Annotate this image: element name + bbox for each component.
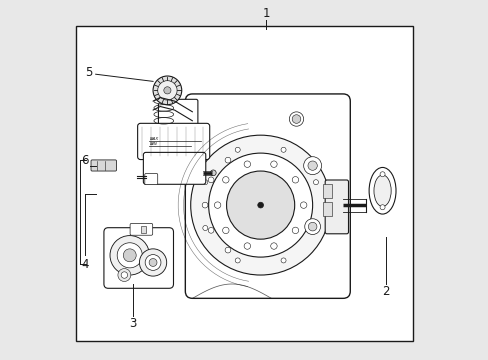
Bar — [140, 226, 145, 233]
FancyBboxPatch shape — [185, 94, 349, 298]
Text: 3: 3 — [129, 317, 137, 330]
Ellipse shape — [373, 175, 390, 207]
Circle shape — [208, 177, 214, 183]
Circle shape — [257, 202, 263, 208]
Circle shape — [163, 87, 171, 94]
Bar — [76, 26, 412, 341]
Circle shape — [203, 225, 207, 230]
Circle shape — [244, 243, 250, 249]
Circle shape — [226, 171, 294, 239]
Circle shape — [110, 235, 149, 275]
Text: MIN: MIN — [150, 142, 158, 146]
FancyBboxPatch shape — [143, 152, 205, 184]
Circle shape — [203, 180, 207, 185]
Bar — [323, 184, 332, 198]
FancyBboxPatch shape — [104, 228, 173, 288]
Circle shape — [308, 222, 316, 231]
Circle shape — [190, 135, 330, 275]
FancyBboxPatch shape — [130, 224, 152, 235]
Circle shape — [224, 247, 230, 253]
Circle shape — [235, 147, 240, 152]
Circle shape — [224, 157, 230, 163]
Circle shape — [270, 243, 277, 249]
Circle shape — [379, 205, 384, 210]
Text: 6: 6 — [81, 154, 88, 167]
Text: 1: 1 — [262, 7, 269, 20]
FancyBboxPatch shape — [158, 99, 198, 128]
FancyBboxPatch shape — [137, 123, 209, 159]
Circle shape — [145, 255, 161, 270]
Circle shape — [292, 177, 298, 183]
Circle shape — [313, 225, 318, 230]
Circle shape — [313, 180, 318, 185]
Circle shape — [307, 161, 317, 170]
FancyBboxPatch shape — [91, 160, 116, 171]
Circle shape — [149, 258, 157, 266]
Ellipse shape — [154, 99, 173, 104]
Circle shape — [118, 269, 131, 282]
Text: 4: 4 — [81, 258, 88, 271]
Text: MAX: MAX — [150, 137, 159, 141]
Circle shape — [208, 153, 312, 257]
Circle shape — [292, 227, 298, 234]
Circle shape — [270, 161, 277, 167]
Circle shape — [300, 202, 306, 208]
Circle shape — [292, 115, 300, 123]
Ellipse shape — [368, 167, 395, 214]
FancyBboxPatch shape — [144, 174, 158, 185]
Text: ⚠: ⚠ — [150, 142, 154, 146]
Circle shape — [139, 249, 166, 276]
Circle shape — [222, 227, 228, 234]
Circle shape — [222, 177, 228, 183]
Circle shape — [281, 258, 285, 263]
FancyBboxPatch shape — [325, 180, 348, 234]
Circle shape — [281, 147, 285, 152]
Circle shape — [123, 249, 136, 262]
Circle shape — [210, 170, 216, 176]
Text: ⚠: ⚠ — [150, 137, 154, 141]
Circle shape — [202, 202, 207, 208]
Circle shape — [303, 157, 321, 175]
Circle shape — [158, 81, 177, 100]
Circle shape — [208, 228, 214, 233]
Bar — [323, 202, 332, 216]
Circle shape — [117, 243, 142, 268]
Circle shape — [214, 202, 221, 208]
Circle shape — [304, 219, 320, 234]
Text: 5: 5 — [84, 66, 92, 79]
Circle shape — [379, 172, 384, 177]
Circle shape — [153, 76, 182, 105]
Circle shape — [289, 112, 303, 126]
Circle shape — [121, 272, 127, 278]
Circle shape — [235, 258, 240, 263]
Circle shape — [244, 161, 250, 167]
Text: 2: 2 — [382, 285, 389, 298]
